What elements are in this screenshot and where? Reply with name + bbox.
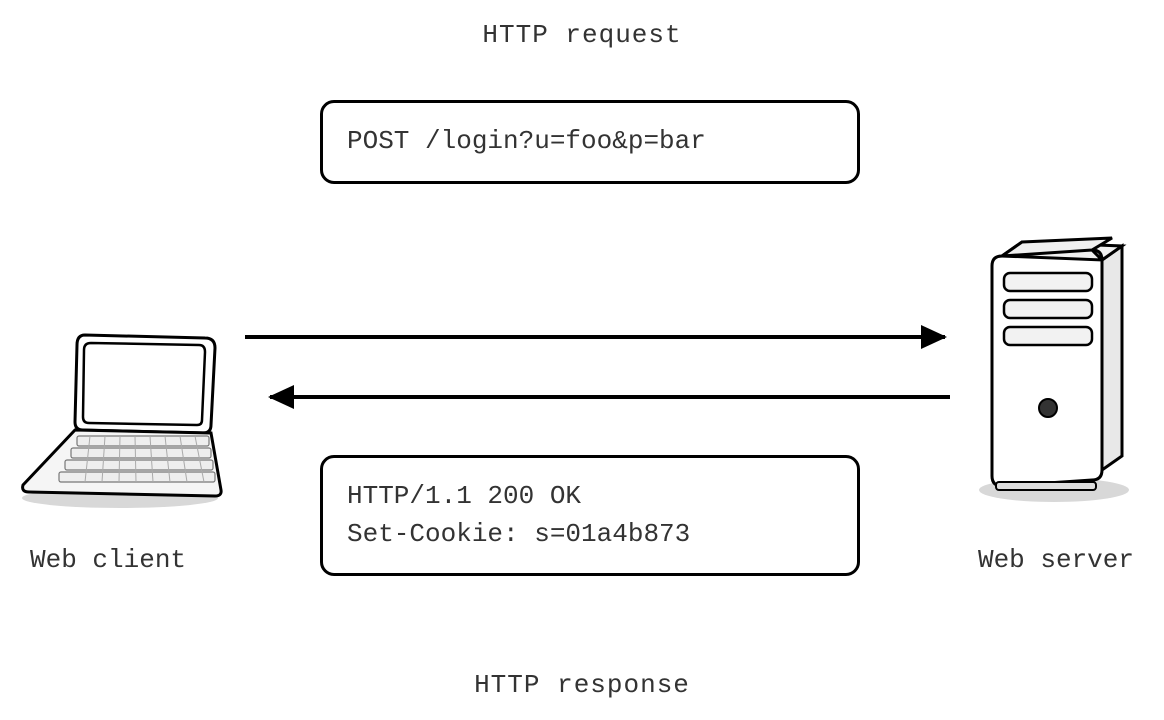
response-box: HTTP/1.1 200 OK Set-Cookie: s=01a4b873 bbox=[320, 455, 860, 576]
client-label: Web client bbox=[30, 545, 186, 575]
request-line-0: POST /login?u=foo&p=bar bbox=[347, 126, 706, 156]
response-arrow bbox=[270, 395, 950, 399]
response-title: HTTP response bbox=[474, 670, 690, 700]
request-box: POST /login?u=foo&p=bar bbox=[320, 100, 860, 184]
response-line-0: HTTP/1.1 200 OK bbox=[347, 481, 581, 511]
server-icon bbox=[974, 228, 1134, 508]
response-line-1: Set-Cookie: s=01a4b873 bbox=[347, 519, 690, 549]
server-label: Web server bbox=[978, 545, 1134, 575]
request-arrow bbox=[245, 335, 945, 339]
request-title: HTTP request bbox=[482, 20, 681, 50]
laptop-icon bbox=[15, 330, 225, 510]
